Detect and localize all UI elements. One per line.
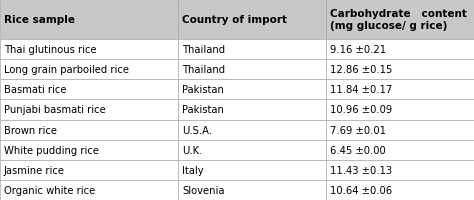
- Text: Punjabi basmati rice: Punjabi basmati rice: [4, 105, 106, 115]
- Bar: [178, 140, 326, 160]
- Text: 9.16 ±0.21: 9.16 ±0.21: [330, 45, 386, 55]
- Bar: [0, 80, 178, 100]
- Text: Pakistan: Pakistan: [182, 105, 224, 115]
- Bar: [326, 0, 474, 40]
- Text: White pudding rice: White pudding rice: [4, 145, 99, 155]
- Text: Organic white rice: Organic white rice: [4, 185, 95, 195]
- Bar: [178, 40, 326, 60]
- Bar: [0, 180, 178, 200]
- Bar: [326, 160, 474, 180]
- Text: Jasmine rice: Jasmine rice: [4, 165, 65, 175]
- Text: 6.45 ±0.00: 6.45 ±0.00: [330, 145, 386, 155]
- Text: 11.84 ±0.17: 11.84 ±0.17: [330, 85, 392, 95]
- Bar: [178, 160, 326, 180]
- Text: Pakistan: Pakistan: [182, 85, 224, 95]
- Text: 11.43 ±0.13: 11.43 ±0.13: [330, 165, 392, 175]
- Bar: [0, 140, 178, 160]
- Text: Carbohydrate   content
(mg glucose/ g rice): Carbohydrate content (mg glucose/ g rice…: [330, 9, 467, 31]
- Bar: [0, 60, 178, 80]
- Text: 10.96 ±0.09: 10.96 ±0.09: [330, 105, 392, 115]
- Text: 10.64 ±0.06: 10.64 ±0.06: [330, 185, 392, 195]
- Text: Slovenia: Slovenia: [182, 185, 225, 195]
- Text: Basmati rice: Basmati rice: [4, 85, 66, 95]
- Bar: [326, 40, 474, 60]
- Text: 7.69 ±0.01: 7.69 ±0.01: [330, 125, 386, 135]
- Bar: [178, 80, 326, 100]
- Bar: [178, 0, 326, 40]
- Bar: [326, 180, 474, 200]
- Text: U.K.: U.K.: [182, 145, 202, 155]
- Text: Long grain parboiled rice: Long grain parboiled rice: [4, 65, 129, 75]
- Text: Brown rice: Brown rice: [4, 125, 57, 135]
- Bar: [326, 60, 474, 80]
- Bar: [326, 100, 474, 120]
- Bar: [0, 40, 178, 60]
- Bar: [326, 120, 474, 140]
- Text: Country of import: Country of import: [182, 15, 287, 25]
- Text: 12.86 ±0.15: 12.86 ±0.15: [330, 65, 392, 75]
- Text: U.S.A.: U.S.A.: [182, 125, 212, 135]
- Bar: [178, 100, 326, 120]
- Bar: [178, 60, 326, 80]
- Text: Rice sample: Rice sample: [4, 15, 75, 25]
- Text: Thailand: Thailand: [182, 65, 225, 75]
- Text: Italy: Italy: [182, 165, 204, 175]
- Bar: [0, 0, 178, 40]
- Bar: [326, 140, 474, 160]
- Text: Thai glutinous rice: Thai glutinous rice: [4, 45, 97, 55]
- Bar: [0, 120, 178, 140]
- Bar: [178, 120, 326, 140]
- Bar: [0, 160, 178, 180]
- Text: Thailand: Thailand: [182, 45, 225, 55]
- Bar: [0, 100, 178, 120]
- Bar: [326, 80, 474, 100]
- Bar: [178, 180, 326, 200]
